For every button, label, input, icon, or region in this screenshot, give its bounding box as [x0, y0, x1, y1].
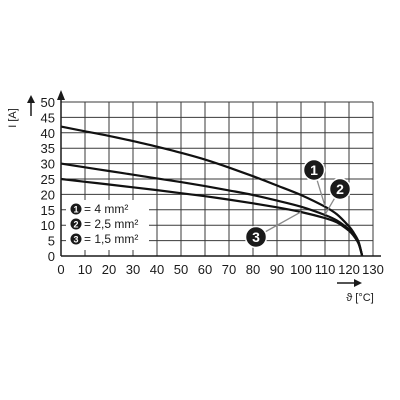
chart-axes	[57, 90, 381, 257]
x-tick-label: 90	[270, 262, 284, 277]
callout-badge-label-1: 1	[310, 162, 318, 178]
legend-entry-3: = 1,5 mm²	[84, 232, 138, 246]
x-tick-label: 120	[338, 262, 360, 277]
x-tick-label: 20	[102, 262, 116, 277]
y-tick-label: 30	[41, 157, 55, 172]
chart-legend: 1 = 4 mm² 2 = 2,5 mm² 3 = 1,5 mm²	[66, 200, 149, 250]
legend-marker-2	[70, 218, 82, 230]
x-tick-label: 110	[315, 262, 336, 277]
chart-grid	[60, 101, 374, 257]
x-axis-label: ϑ [°C]	[346, 292, 374, 304]
x-tick-label: 70	[222, 262, 236, 277]
x-tick-label: 80	[246, 262, 260, 277]
y-tick-label: 20	[41, 187, 55, 202]
callout-badge-2	[328, 177, 352, 201]
y-tick-label: 10	[41, 218, 55, 233]
y-tick-label: 15	[41, 203, 55, 218]
series-line-3	[60, 177, 364, 257]
x-tick-label: 40	[150, 262, 164, 277]
y-tick-label: 5	[48, 234, 55, 249]
x-tick-label: 100	[290, 262, 312, 277]
x-axis-label-arrowhead	[354, 279, 362, 287]
x-tick-label: 10	[78, 262, 92, 277]
x-tick-label: 50	[174, 262, 188, 277]
legend-marker-3	[70, 233, 82, 245]
x-tick-label: 130	[362, 262, 384, 277]
callout-badge-label-2: 2	[336, 181, 344, 197]
x-tick-label: 60	[198, 262, 212, 277]
y-tick-label: 45	[41, 110, 55, 125]
x-tick-label: 30	[126, 262, 140, 277]
legend-marker-1	[70, 203, 82, 215]
y-tick-label: 25	[41, 172, 55, 187]
y-tick-label: 40	[41, 126, 55, 141]
y-tick-label: 0	[48, 249, 55, 264]
callout-badge-3	[244, 225, 268, 249]
chart-callouts: 1 2 3	[244, 158, 352, 249]
callout-badge-1	[302, 158, 326, 182]
legend-entry-2: = 2,5 mm²	[84, 217, 138, 231]
legend-marker-label-1: 1	[73, 205, 78, 215]
x-tick-label: 0	[57, 262, 64, 277]
y-tick-label: 35	[41, 141, 55, 156]
legend-marker-label-3: 3	[73, 235, 78, 245]
legend-marker-label-2: 2	[73, 220, 78, 230]
y-axis-label-arrowhead	[27, 95, 35, 103]
chart-series	[60, 125, 364, 257]
y-tick-label: 50	[41, 95, 55, 110]
y-axis-arrow	[57, 90, 65, 100]
y-axis-label: I [A]	[7, 108, 19, 128]
legend-entry-1: = 4 mm²	[84, 202, 128, 216]
series-line-1	[60, 125, 364, 257]
callout-badge-label-3: 3	[252, 229, 260, 245]
